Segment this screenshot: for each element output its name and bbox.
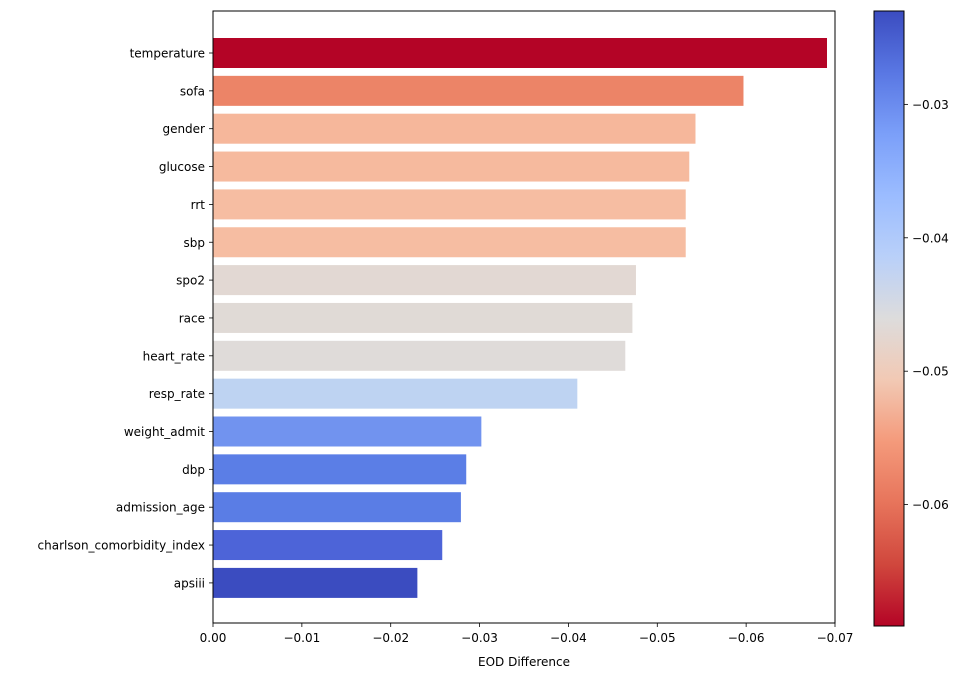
x-tick-label: 0.00 — [200, 631, 227, 645]
y-tick-label: gender — [162, 122, 205, 136]
colorbar-tick-label: −0.04 — [912, 231, 949, 245]
y-tick-label: spo2 — [176, 274, 205, 288]
x-tick-label: −0.03 — [461, 631, 498, 645]
y-tick-label: heart_rate — [143, 349, 205, 363]
bar-heart-rate — [213, 340, 626, 371]
bar-race — [213, 302, 633, 333]
bar-temperature — [213, 38, 827, 68]
y-tick-label: weight_admit — [124, 425, 205, 439]
y-tick-label: glucose — [159, 160, 205, 174]
y-tick-label: charlson_comorbidity_index — [38, 539, 205, 553]
y-axis: temperature sofa gender glucose rrt sbp spo2 ra… — [38, 47, 213, 590]
x-tick-label: −0.04 — [550, 631, 587, 645]
x-tick-label: −0.02 — [372, 631, 409, 645]
bar-charlson-comorbidity-index — [213, 530, 443, 561]
colorbar-gradient — [873, 10, 905, 627]
bars — [213, 38, 827, 598]
colorbar: −0.03 −0.04 −0.05 −0.06 — [873, 10, 949, 627]
bar-glucose — [213, 151, 690, 182]
colorbar-tick-label: −0.03 — [912, 98, 949, 112]
bar-weight-admit — [213, 416, 482, 447]
bar-spo2 — [213, 265, 636, 296]
bar-apsiii — [213, 567, 418, 598]
x-tick-label: −0.06 — [728, 631, 765, 645]
plot-frame — [212, 10, 836, 624]
x-tick-label: −0.07 — [817, 631, 854, 645]
x-tick-label: −0.05 — [639, 631, 676, 645]
y-tick-label: dbp — [182, 463, 205, 477]
x-axis: 0.00 −0.01 −0.02 −0.03 −0.04 −0.05 −0.06 −0.07 — [200, 623, 854, 645]
bar-dbp — [213, 454, 467, 485]
y-tick-label: sofa — [180, 84, 205, 98]
y-tick-label: race — [179, 311, 205, 325]
x-axis-label: EOD Difference — [478, 655, 570, 669]
y-tick-label: apsiii — [174, 576, 205, 590]
y-tick-label: temperature — [130, 47, 205, 61]
bar-sofa — [213, 75, 744, 106]
y-tick-label: rrt — [191, 198, 206, 212]
colorbar-tick-label: −0.06 — [912, 498, 949, 512]
y-tick-label: sbp — [184, 236, 206, 250]
y-tick-label: resp_rate — [149, 387, 205, 401]
colorbar-tick-label: −0.05 — [912, 365, 949, 379]
bar-sbp — [213, 227, 686, 258]
x-tick-label: −0.01 — [283, 631, 320, 645]
bar-resp-rate — [213, 378, 578, 409]
y-tick-label: admission_age — [116, 501, 205, 515]
bar-gender — [213, 113, 696, 144]
bar-rrt — [213, 189, 686, 220]
bar-admission-age — [213, 492, 461, 523]
